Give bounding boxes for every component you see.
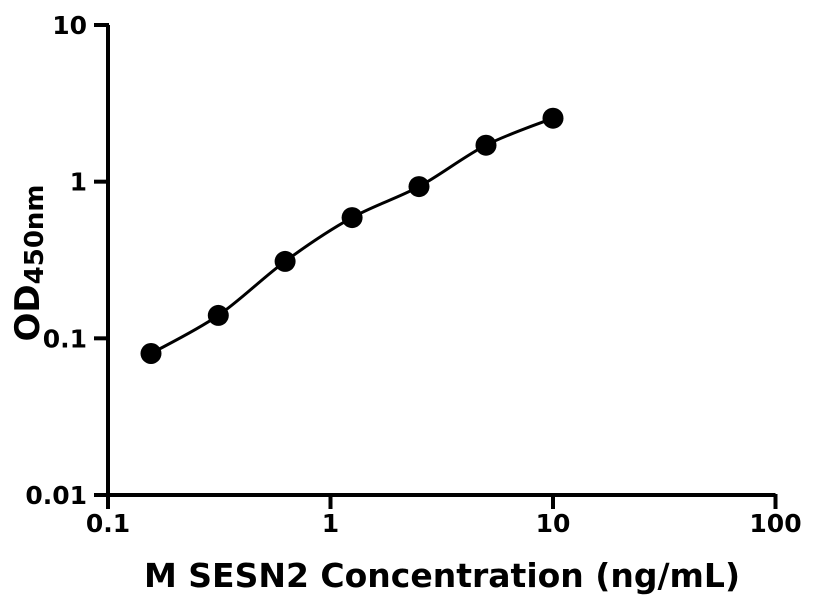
y-tick-label-1: 1: [70, 168, 87, 197]
x-tick-label-1: 1: [322, 509, 339, 538]
x-tick-label-0.1: 0.1: [86, 509, 130, 538]
data-point-7: [542, 107, 564, 129]
y-tick-label-0.01: 0.01: [25, 481, 87, 510]
data-point-6: [475, 134, 497, 156]
data-point-1: [140, 343, 162, 364]
y-axis-title-subscript: 450nm: [20, 184, 50, 285]
y-tick-label-0.1: 0.1: [43, 324, 87, 353]
data-point-4: [341, 207, 363, 229]
y-axis-title: OD450nm: [8, 184, 50, 342]
x-axis-title: M SESN2 Concentration (ng/mL): [143, 556, 741, 595]
y-tick-label-10: 10: [52, 11, 87, 40]
x-tick-label-10: 10: [536, 509, 571, 538]
data-point-2: [207, 304, 229, 326]
y-axis-title-main: OD: [8, 284, 48, 342]
x-tick-label-100: 100: [749, 509, 801, 538]
axes-spine: [106, 25, 776, 497]
data-point-3: [274, 250, 296, 272]
data-point-5: [408, 176, 430, 198]
